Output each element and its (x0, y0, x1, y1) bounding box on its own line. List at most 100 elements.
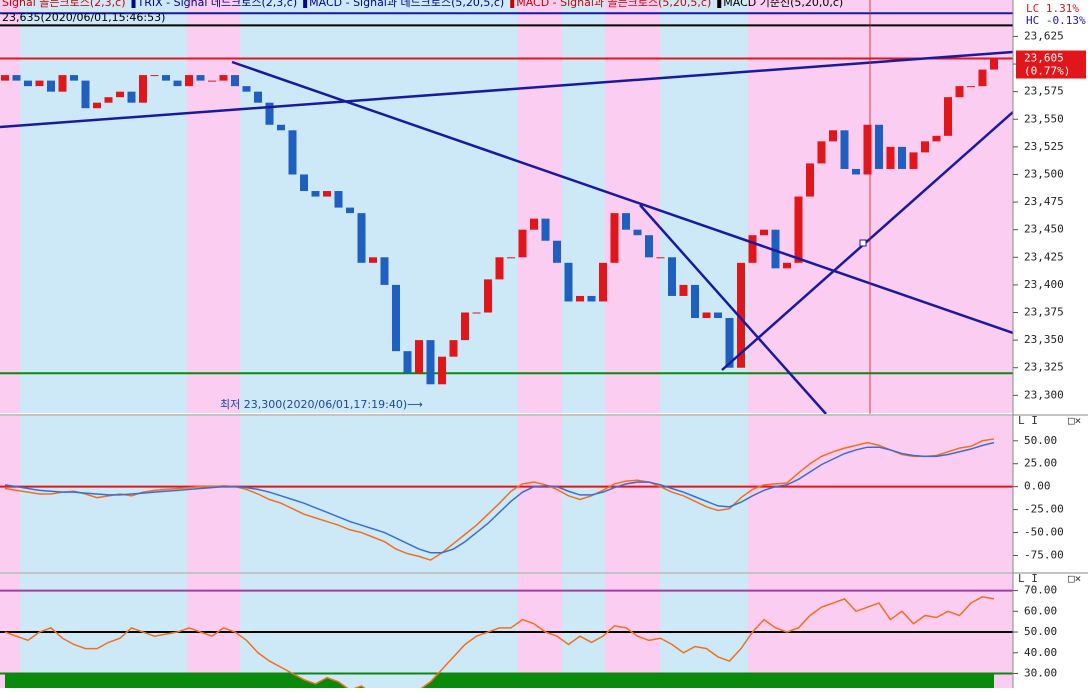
y-tick-label: 25.00 (1024, 457, 1057, 470)
y-tick-label: 0.00 (1024, 480, 1051, 493)
candle (58, 75, 67, 92)
series-line (4, 596, 995, 688)
panel (0, 589, 1013, 688)
legend-swatch (510, 0, 515, 8)
candle (415, 340, 423, 374)
candle (645, 235, 653, 258)
axes: 23,300 23,325 23,350 23,375 23,400 23,425 23,4… (1013, 2, 1086, 679)
candle (737, 262, 745, 368)
candle (806, 163, 814, 197)
session-band (660, 416, 748, 572)
panel-icon[interactable]: □× (1068, 414, 1081, 427)
candle (725, 318, 734, 368)
candle (817, 141, 826, 164)
candle (783, 262, 791, 269)
candle (622, 213, 630, 230)
candle (93, 102, 101, 109)
candle (12, 75, 21, 81)
y-tick-label: 23,350 (1024, 333, 1064, 346)
candle (139, 75, 147, 103)
legend-swatch (303, 0, 308, 8)
candle (438, 356, 446, 385)
y-tick-label: -25.00 (1024, 503, 1064, 516)
y-tick-label: 23,400 (1024, 278, 1064, 291)
candle (162, 75, 170, 81)
legend-swatch (131, 0, 136, 8)
candle (990, 58, 998, 70)
y-tick-label: 23,425 (1024, 250, 1064, 263)
y-tick-label: 23,575 (1024, 85, 1064, 98)
session-band (187, 0, 240, 413)
y-tick-label: 40.00 (1024, 646, 1057, 659)
candle (369, 257, 377, 263)
legend-item: TRIX - Signal 데드크로스(2,3,c) (137, 0, 298, 9)
session-band (518, 416, 562, 572)
panel (0, 12, 1013, 385)
candle (691, 284, 699, 319)
candle (553, 240, 561, 263)
candle (587, 295, 596, 302)
candle (840, 130, 849, 169)
candle (24, 80, 32, 87)
candle (208, 80, 216, 82)
session-band (748, 574, 1013, 688)
session-band (0, 416, 20, 572)
session-band (605, 574, 660, 688)
candle (392, 284, 400, 352)
panel-icon[interactable]: L I (1018, 414, 1038, 427)
candle (748, 235, 757, 263)
candle (714, 312, 722, 319)
candle (472, 312, 481, 314)
candle (702, 312, 711, 319)
panel-icon[interactable]: L I (1018, 572, 1038, 585)
candle (599, 262, 607, 302)
candle (150, 75, 159, 77)
candle (265, 102, 274, 125)
candle (541, 218, 550, 241)
candle (484, 279, 492, 313)
candle (518, 229, 527, 258)
trendline (0, 50, 1013, 129)
series-line (4, 441, 995, 554)
y-tick-label: 23,475 (1024, 195, 1064, 208)
legend-item: MACD 기준선(5,20,0,c) (723, 0, 843, 9)
candle (679, 284, 688, 296)
candle (449, 340, 458, 357)
candle (530, 218, 538, 230)
candle (219, 75, 228, 81)
candle (921, 141, 929, 153)
candle (875, 124, 883, 169)
candle (967, 86, 975, 88)
y-tick-label: 23,625 (1024, 29, 1064, 42)
candle (886, 146, 895, 169)
candle (357, 213, 366, 263)
candle (576, 295, 584, 302)
trendlines (0, 0, 1013, 414)
candle (978, 69, 987, 87)
legend-item: Signal 골든크로스(2,3,c) (2, 0, 126, 9)
y-tick-label: 23,550 (1024, 112, 1064, 125)
y-tick-label: 50.00 (1024, 434, 1057, 447)
candle (760, 229, 768, 236)
candle (288, 130, 297, 175)
panel-icon[interactable]: □× (1068, 572, 1081, 585)
session-band (240, 574, 518, 688)
candle (300, 174, 308, 192)
candle (81, 80, 90, 109)
legend-swatch (717, 0, 722, 8)
candle (116, 91, 124, 98)
reference-label: 23,635(2020/06/01,15:46:53) (2, 11, 165, 24)
y-tick-label: 70.00 (1024, 584, 1057, 597)
candle (461, 312, 469, 341)
candle (898, 146, 906, 169)
session-bands (0, 0, 1013, 688)
price-label-box (1016, 50, 1086, 79)
candle (104, 97, 113, 103)
candle (35, 80, 44, 87)
trendline (231, 60, 1013, 335)
candle (633, 229, 642, 236)
y-tick-label: 60.00 (1024, 604, 1057, 617)
candle (932, 135, 941, 142)
